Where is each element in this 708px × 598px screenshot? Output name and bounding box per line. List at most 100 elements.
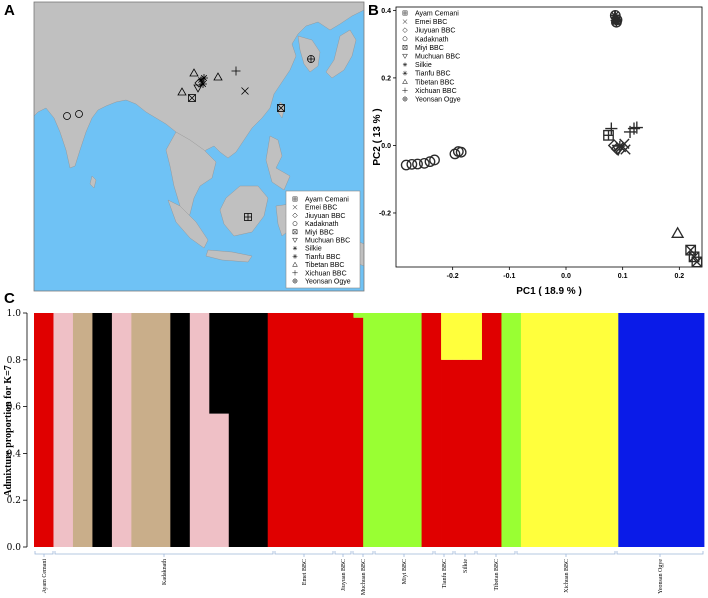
pca-x-tick-label: -0.2 — [447, 273, 459, 280]
admixture-y-axis: 0.0 0.2 0.4 0.6 0.8 1.0 — [7, 309, 28, 553]
asterisk-legend-icon — [292, 253, 298, 260]
group-label: Kadaknath — [162, 559, 168, 585]
admixture-bar-pink — [189, 313, 210, 547]
map-legend-label: Silkie — [305, 246, 322, 253]
map-legend-label: Jiuyuan BBC — [305, 213, 345, 220]
group-yeonsan-ogye: Yeonsan Ogye — [616, 551, 704, 594]
pca-legend-label: Silkie — [415, 62, 432, 69]
pca-legend-label: Miyi BBC — [415, 45, 444, 52]
map-legend-label: Ayam Cemani — [305, 197, 349, 204]
admixture-bar-pink — [111, 313, 132, 547]
admixture-bar-green — [501, 313, 522, 547]
map-legend-label: Emei BBC — [305, 205, 337, 212]
admixture-bar-tan — [131, 313, 171, 547]
group-bracket — [334, 551, 352, 555]
group-label: Jiuyuan BBC — [341, 559, 347, 591]
pca-y-tick-label: 0.0 — [381, 143, 391, 150]
admixture-bar-red — [343, 313, 354, 547]
admixture-bar-green — [363, 313, 422, 547]
asterisk-legend-icon — [402, 70, 408, 76]
map-legend-item-jiuyuan-bbc: Jiuyuan BBC — [292, 212, 345, 220]
admixture-bar-black — [209, 313, 230, 414]
group-jiuyuan-bbc: Jiuyuan BBC — [334, 551, 352, 591]
map-legend-label: Tianfu BBC — [305, 254, 341, 261]
pca-legend-item-miyi-bbc: Miyi BBC — [402, 45, 444, 52]
pca-x-tick-label: 0.1 — [618, 273, 628, 280]
admixture-bar-green — [353, 313, 364, 318]
admixture-bar-red — [421, 313, 442, 547]
admixture-bar-red — [34, 313, 54, 547]
group-label: Miyi BBC — [402, 559, 408, 584]
japan — [325, 29, 357, 79]
admixture-bar-blue — [618, 313, 705, 547]
admixture-bar-black — [170, 313, 191, 547]
map-legend-label: Xichuan BBC — [305, 270, 347, 277]
admixture-bars — [34, 313, 705, 547]
pca-legend-item-xichuan-bbc: Xichuan BBC — [401, 87, 457, 95]
admixture-y-label: Admixture proportion for K=7 — [3, 365, 14, 497]
pca-legend-label: Tibetan BBC — [415, 79, 454, 86]
pca-legend-label: Xichuan BBC — [415, 88, 457, 95]
group-bracket — [434, 551, 454, 555]
group-emei-bbc: Emei BBC — [274, 551, 334, 585]
korea-peninsula — [297, 35, 321, 73]
group-ayam-cemani: Ayam Cemani — [34, 551, 54, 594]
pca-legend-item-ayam-cemani: Ayam Cemani — [402, 11, 459, 18]
sri-lanka — [89, 175, 97, 189]
pca-legend-label: Kadaknath — [415, 36, 449, 43]
admixture-y-tick-label: 0.4 — [7, 449, 22, 459]
group-label: Silkie — [463, 559, 469, 573]
admixture-y-tick-label: 0.2 — [7, 496, 21, 506]
admixture-bar-yellow — [520, 313, 619, 547]
map-legend-item-miyi-bbc: Miyi BBC — [292, 229, 334, 236]
map-legend-box — [285, 190, 361, 289]
pca-legend-item-silkie: Silkie — [402, 62, 432, 69]
indochina — [165, 131, 217, 223]
admixture-bar-red — [267, 313, 327, 547]
map-legend-item-yeonsan-ogye: Yeonsan Ogye — [292, 279, 351, 286]
group-xichuan-bbc: Xichuan BBC — [516, 551, 616, 593]
pca-y-tick-label: -0.2 — [379, 210, 391, 217]
group-muchuan-bbc: Muchuan BBC — [352, 551, 374, 595]
pca-legend-label: Muchuan BBC — [415, 54, 460, 61]
map-legend-item-tibetan-bbc: Tibetan BBC — [292, 261, 344, 269]
group-label: Muchuan BBC — [361, 559, 367, 595]
pca-plot-area — [395, 6, 703, 268]
panel-label-b: B — [368, 2, 379, 19]
group-bracket — [616, 551, 704, 555]
group-bracket — [374, 551, 434, 555]
group-bracket — [34, 551, 54, 555]
admixture-bar-red — [462, 359, 483, 547]
map-legend-item-xichuan-bbc: Xichuan BBC — [291, 269, 347, 277]
group-bracket — [516, 551, 616, 555]
group-label: Yeonsan Ogye — [658, 559, 664, 594]
admixture-bar-red — [353, 317, 364, 547]
admixture-y-tick-label: 0.8 — [7, 356, 22, 366]
group-bracket — [274, 551, 334, 555]
pca-legend-label: Yeonsan Ogye — [415, 97, 461, 104]
borneo — [219, 185, 269, 237]
group-bracket — [454, 551, 476, 555]
group-label: Tianfu BBC — [441, 559, 448, 588]
star-legend-icon — [292, 245, 298, 251]
group-label: Xichuan BBC — [564, 559, 570, 593]
admixture-y-tick-label: 0.6 — [7, 403, 22, 413]
admixture-bar-yellow — [441, 313, 463, 360]
pca-legend-item-jiuyuan-bbc: Jiuyuan BBC — [402, 27, 455, 35]
panel-label-a: A — [4, 2, 15, 19]
group-bracket — [54, 551, 274, 555]
pca-legend-label: Jiuyuan BBC — [415, 28, 455, 35]
admixture-bar-black — [228, 313, 269, 547]
pca-x-label: PC1 ( 18.9 % ) — [516, 286, 582, 297]
pca-y-tick-label: 0.2 — [381, 75, 391, 82]
pca-legend-item-tibetan-bbc: Tibetan BBC — [402, 79, 454, 86]
admixture-bar-yellow — [462, 313, 483, 360]
group-label: Ayam Cemani — [42, 559, 48, 594]
philippines — [265, 135, 291, 191]
group-label: Tibetan BBC — [494, 559, 500, 591]
pca-legend-label: Ayam Cemani — [415, 11, 459, 18]
star-legend-icon — [402, 62, 408, 67]
